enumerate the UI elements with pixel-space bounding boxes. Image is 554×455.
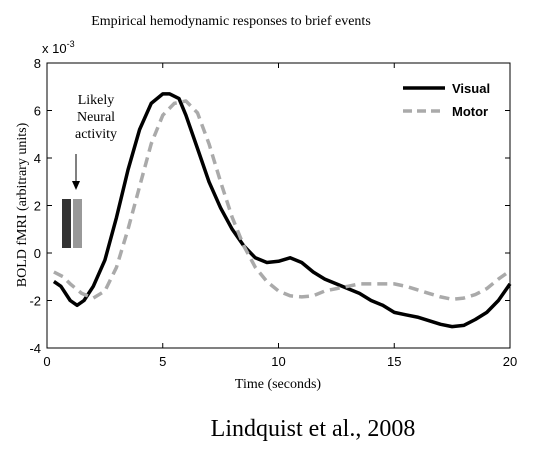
y-tick-label: 6: [34, 104, 41, 119]
stimulus-bar-motor: [73, 199, 82, 248]
citation: Lindquist et al., 2008: [211, 416, 416, 442]
annotation-line-3: activity: [75, 127, 117, 142]
plot-frame: [46, 62, 511, 349]
legend: Visual Motor: [403, 81, 490, 119]
annotation-arrowhead: [72, 181, 80, 190]
x-axis-ticks: 0 5 10 15 20: [43, 63, 517, 369]
legend-label-visual: Visual: [452, 81, 490, 96]
y-axis-label: BOLD fMRI (arbitrary units): [15, 122, 30, 287]
y-tick-label: -2: [29, 294, 41, 309]
annotation-line-1: Likely: [78, 93, 115, 108]
y-tick-label: 0: [34, 246, 41, 261]
y-tick-label: -4: [29, 341, 41, 356]
neural-activity-annotation: Likely Neural activity: [62, 93, 117, 248]
y-tick-label: 2: [34, 199, 41, 214]
x-tick-label: 20: [503, 354, 517, 369]
y-exponent-label: x 10-3: [42, 39, 75, 56]
y-tick-label: 4: [34, 151, 41, 166]
y-axis-ticks: -4 -2 0 2 4 6 8: [29, 56, 510, 356]
y-tick-label: 8: [34, 56, 41, 71]
series-line-motor: [53, 99, 512, 302]
x-tick-label: 15: [387, 354, 401, 369]
legend-label-motor: Motor: [452, 104, 488, 119]
x-tick-label: 10: [271, 354, 285, 369]
x-axis-label: Time (seconds): [235, 377, 322, 392]
annotation-line-2: Neural: [77, 110, 115, 125]
series-layer: [52, 92, 512, 329]
stimulus-bar-visual: [62, 199, 71, 248]
chart-title: Empirical hemodynamic responses to brief…: [91, 14, 371, 29]
x-tick-label: 5: [159, 354, 166, 369]
series-line-visual: [52, 92, 512, 329]
x-tick-label: 0: [43, 354, 50, 369]
